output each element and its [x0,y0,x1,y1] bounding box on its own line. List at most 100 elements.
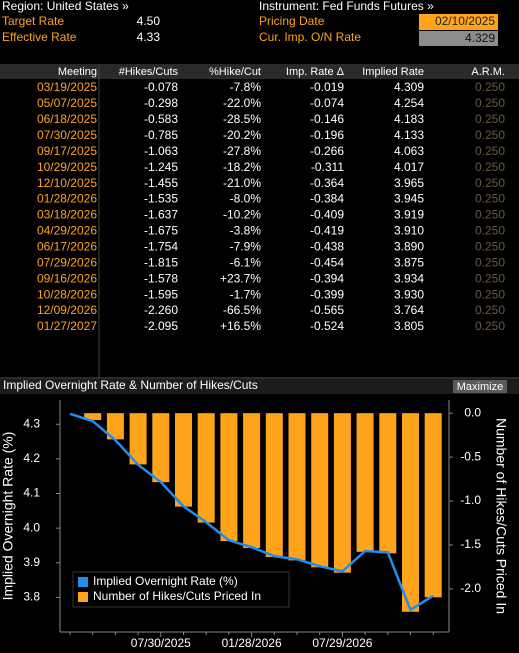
x-tick-label: 07/29/2026 [312,636,372,650]
table-cell: 0.250 [475,176,505,190]
table-cell: -0.019 [310,80,344,94]
table-cell: 0.250 [475,112,505,126]
table-cell: -21.0% [223,176,261,190]
meeting-date: 10/28/2026 [37,287,97,301]
meeting-date: 09/16/2026 [37,271,97,285]
target-rate-label: Target Rate [2,14,64,28]
chart-title-bar [0,379,519,394]
table-cell: 3.930 [394,287,424,301]
table-cell: -7.9% [230,239,262,253]
table-cell: -20.2% [223,128,261,142]
table-cell: -0.438 [310,239,344,253]
table-cell: -3.8% [230,224,262,238]
bar [106,413,124,440]
table-cell: 0.250 [475,287,505,301]
effective-rate: 4.33 [137,30,161,44]
table-cell: -7.8% [230,80,262,94]
bar [197,413,215,523]
table-cell: -1.675 [144,224,178,238]
maximize-button[interactable] [453,380,507,393]
table-cell: -0.524 [310,319,344,333]
table-cell: -1.535 [144,192,178,206]
table-cell: -0.399 [310,287,344,301]
bar [379,413,397,554]
effective-rate-label: Effective Rate [2,30,77,44]
legend-box [72,571,290,608]
bar [356,413,374,552]
table-cell: -1.578 [144,271,178,285]
table-cell: -0.394 [310,271,344,285]
chart-title: Implied Overnight Rate & Number of Hikes… [3,378,258,392]
table-cell: 3.764 [394,303,424,317]
bar [402,413,419,612]
table-cell: 3.805 [394,319,424,333]
meeting-date: 09/17/2025 [37,144,97,158]
table-cell: 0.250 [475,319,505,333]
table-cell: 0.250 [475,160,505,174]
meeting-date: 05/07/2025 [37,96,97,110]
column-header: #Hikes/Cuts [119,66,179,78]
y-tick-label: 4.0 [23,520,40,534]
region[interactable]: Region: United States » [2,0,129,13]
rate-line [69,412,434,612]
y-tick-label: 4.1 [23,486,40,500]
x-tick-label: 01/28/2026 [222,636,282,650]
bar [288,413,306,561]
table-cell: 0.250 [475,192,505,206]
table-cell: 0.250 [475,144,505,158]
table-cell: -0.583 [144,112,178,126]
pricing-date[interactable]: 02/10/2025 [435,14,495,28]
legend-swatch [78,592,88,602]
table-cell: -1.754 [144,239,178,253]
column-header: Imp. Rate Δ [286,66,345,78]
meeting-date: 07/29/2026 [37,255,97,269]
table-cell: -0.196 [310,128,344,142]
pricing-date-input[interactable] [419,14,498,30]
table-cell: 0.250 [475,208,505,222]
table-cell: -1.7% [230,287,262,301]
x-tick-label: 07/30/2025 [131,636,191,650]
legend-swatch [78,577,88,587]
table-cell: 4.254 [394,96,424,110]
legend-entry: Implied Overnight Rate (%) [93,574,238,588]
table-cell: -0.078 [144,80,178,94]
y-axis-label: Implied Overnight Rate (%) [0,432,16,601]
bar [333,413,351,573]
table-cell: -1.637 [144,208,178,222]
table-cell: -22.0% [223,96,261,110]
instrument[interactable]: Instrument: Fed Funds Futures » [259,0,434,13]
table-cell: 0.250 [475,303,505,317]
table-cell: -1.245 [144,160,178,174]
table-cell: +23.7% [220,271,261,285]
bar [129,413,147,465]
meeting-date: 06/17/2026 [37,239,97,253]
maximize-label[interactable]: Maximize [457,381,503,393]
table-cell: -0.364 [310,176,344,190]
meeting-date: 01/28/2026 [37,192,97,206]
meeting-date: 04/29/2026 [37,224,97,238]
column-header: Implied Rate [362,66,424,78]
y2-axis-label: Number of Hikes/Cuts Priced In [493,418,509,614]
y-tick-label: 3.9 [23,555,40,569]
table-cell: -1.595 [144,287,178,301]
y-tick-label: 4.2 [23,451,40,465]
table-cell: 0.250 [475,128,505,142]
table-cell: -0.266 [310,144,344,158]
y2-tick-label: -2.0 [460,581,481,595]
y2-tick-label: -1.5 [460,537,481,551]
table-header-bg [0,64,519,79]
bar [175,413,192,507]
table-cell: 0.250 [475,255,505,269]
meeting-date: 07/30/2025 [37,128,97,142]
meeting-date: 01/27/2027 [37,319,97,333]
table-cell: 3.965 [394,176,424,190]
table-cell: -18.2% [223,160,261,174]
table-cell: -0.146 [310,112,344,126]
column-header: %Hike/Cut [209,66,261,78]
bar [220,413,238,542]
table-cell: -0.454 [310,255,344,269]
y2-tick-label: -0.5 [460,449,481,463]
table-cell: 4.183 [394,112,424,126]
y-tick-label: 4.3 [23,416,40,430]
